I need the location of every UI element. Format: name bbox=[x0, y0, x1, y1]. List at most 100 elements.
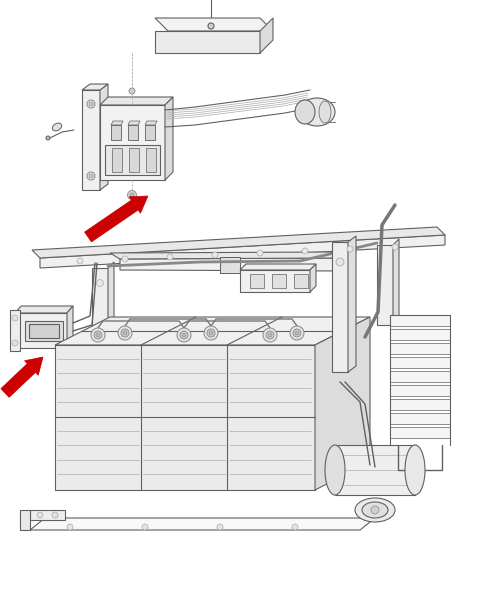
Circle shape bbox=[67, 524, 73, 530]
Polygon shape bbox=[393, 239, 399, 325]
Circle shape bbox=[266, 331, 274, 339]
Polygon shape bbox=[390, 343, 450, 354]
Circle shape bbox=[46, 136, 50, 140]
Circle shape bbox=[77, 258, 83, 264]
Polygon shape bbox=[55, 345, 315, 490]
Circle shape bbox=[336, 258, 344, 266]
Polygon shape bbox=[390, 385, 450, 396]
Circle shape bbox=[208, 23, 214, 29]
Polygon shape bbox=[128, 125, 138, 140]
Polygon shape bbox=[310, 264, 316, 292]
Polygon shape bbox=[390, 427, 450, 438]
Circle shape bbox=[217, 524, 223, 530]
Polygon shape bbox=[390, 371, 450, 382]
Circle shape bbox=[122, 256, 128, 262]
Circle shape bbox=[347, 246, 353, 252]
Ellipse shape bbox=[295, 100, 315, 124]
Polygon shape bbox=[1, 357, 43, 397]
Polygon shape bbox=[92, 268, 108, 348]
Circle shape bbox=[182, 333, 186, 337]
Circle shape bbox=[87, 172, 95, 180]
Polygon shape bbox=[250, 274, 264, 288]
Polygon shape bbox=[128, 121, 140, 125]
Polygon shape bbox=[105, 145, 160, 175]
Polygon shape bbox=[332, 242, 348, 372]
Polygon shape bbox=[100, 97, 173, 105]
Polygon shape bbox=[315, 317, 370, 490]
Polygon shape bbox=[55, 317, 370, 345]
Ellipse shape bbox=[405, 445, 425, 495]
Circle shape bbox=[89, 102, 93, 106]
Polygon shape bbox=[108, 262, 114, 348]
Circle shape bbox=[204, 326, 218, 340]
Polygon shape bbox=[335, 445, 415, 495]
Polygon shape bbox=[30, 518, 375, 530]
Circle shape bbox=[128, 191, 136, 199]
Circle shape bbox=[292, 524, 298, 530]
Polygon shape bbox=[348, 236, 356, 372]
Polygon shape bbox=[260, 18, 273, 53]
Polygon shape bbox=[155, 18, 273, 31]
Polygon shape bbox=[100, 84, 108, 190]
Polygon shape bbox=[155, 31, 260, 53]
Polygon shape bbox=[110, 252, 340, 259]
Circle shape bbox=[129, 88, 135, 94]
Circle shape bbox=[180, 331, 188, 339]
Circle shape bbox=[97, 329, 104, 337]
Polygon shape bbox=[390, 399, 450, 410]
Circle shape bbox=[302, 248, 308, 254]
Polygon shape bbox=[240, 270, 310, 292]
Polygon shape bbox=[294, 274, 308, 288]
Circle shape bbox=[123, 331, 127, 335]
Polygon shape bbox=[240, 264, 316, 270]
Circle shape bbox=[97, 280, 104, 286]
Polygon shape bbox=[272, 274, 286, 288]
Ellipse shape bbox=[299, 98, 335, 126]
Polygon shape bbox=[145, 121, 157, 125]
Polygon shape bbox=[15, 313, 67, 348]
Circle shape bbox=[12, 315, 18, 321]
Circle shape bbox=[12, 340, 18, 346]
Circle shape bbox=[167, 254, 173, 260]
Circle shape bbox=[118, 326, 132, 340]
Polygon shape bbox=[377, 245, 393, 325]
Polygon shape bbox=[220, 257, 240, 273]
Polygon shape bbox=[390, 315, 450, 326]
Ellipse shape bbox=[319, 101, 331, 123]
Circle shape bbox=[37, 512, 43, 518]
Polygon shape bbox=[111, 125, 121, 140]
Circle shape bbox=[268, 333, 272, 337]
Circle shape bbox=[293, 329, 301, 337]
Polygon shape bbox=[10, 310, 20, 351]
Polygon shape bbox=[390, 413, 450, 424]
Circle shape bbox=[392, 244, 398, 250]
Polygon shape bbox=[112, 148, 122, 172]
Circle shape bbox=[295, 331, 299, 335]
Circle shape bbox=[121, 329, 129, 337]
Circle shape bbox=[96, 333, 100, 337]
Polygon shape bbox=[146, 148, 156, 172]
Circle shape bbox=[52, 512, 58, 518]
Circle shape bbox=[94, 331, 102, 339]
Polygon shape bbox=[20, 510, 30, 530]
Ellipse shape bbox=[355, 498, 395, 522]
Polygon shape bbox=[111, 121, 123, 125]
Polygon shape bbox=[84, 196, 148, 242]
Circle shape bbox=[209, 331, 213, 335]
Polygon shape bbox=[40, 235, 445, 268]
Circle shape bbox=[89, 174, 93, 178]
Circle shape bbox=[91, 328, 105, 342]
Circle shape bbox=[212, 252, 218, 258]
Polygon shape bbox=[29, 324, 59, 338]
Polygon shape bbox=[165, 97, 173, 180]
Circle shape bbox=[257, 250, 263, 256]
Ellipse shape bbox=[362, 502, 388, 518]
Circle shape bbox=[130, 193, 134, 197]
Polygon shape bbox=[145, 125, 155, 140]
Polygon shape bbox=[82, 90, 100, 190]
Circle shape bbox=[87, 100, 95, 108]
Polygon shape bbox=[100, 105, 165, 180]
Polygon shape bbox=[32, 227, 445, 258]
Circle shape bbox=[177, 328, 191, 342]
Circle shape bbox=[263, 328, 277, 342]
